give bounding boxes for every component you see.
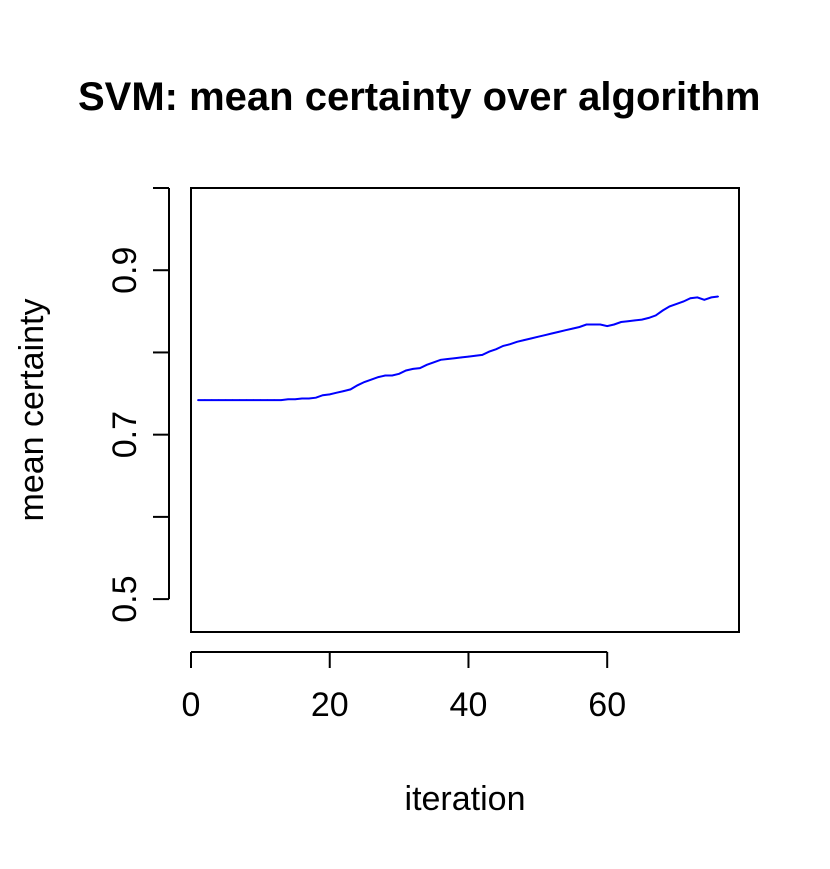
series-point: [488, 350, 491, 353]
series-point: [280, 399, 283, 401]
series-point: [412, 368, 414, 370]
series-point: [419, 367, 421, 369]
series-point: [252, 399, 255, 401]
series-point: [571, 327, 574, 330]
series-point: [682, 300, 685, 303]
series-point: [599, 323, 602, 326]
y-tick-label: 0.9: [106, 247, 144, 294]
chart-title: SVM: mean certainty over algorithm: [78, 75, 760, 119]
series-point: [398, 373, 400, 375]
series-point: [349, 388, 352, 391]
series-point: [481, 354, 484, 356]
series-point: [710, 296, 713, 299]
x-axis-label: iteration: [405, 780, 526, 818]
series-point: [322, 394, 324, 397]
y-tick-label: 0.5: [106, 575, 144, 622]
series-point: [439, 359, 442, 361]
series-point: [391, 374, 394, 377]
series-point: [627, 320, 629, 323]
series-point: [717, 295, 719, 298]
x-tick-label: 20: [311, 686, 349, 724]
x-tick-label: 60: [588, 686, 626, 724]
series-point: [204, 399, 206, 401]
series-point: [620, 321, 622, 323]
series-point: [453, 357, 456, 360]
series-point: [433, 361, 435, 364]
series-point: [544, 334, 546, 337]
series-point: [655, 314, 657, 317]
series-point: [550, 332, 553, 335]
series-point: [217, 399, 220, 401]
series-point: [537, 336, 539, 338]
series-point: [308, 397, 310, 400]
series-point: [474, 354, 477, 357]
series-point: [426, 364, 428, 366]
series-point: [502, 345, 505, 347]
series-point: [356, 384, 359, 387]
series-point: [224, 399, 227, 401]
series-point: [273, 399, 276, 401]
series-point: [460, 356, 463, 359]
series-point: [634, 319, 636, 322]
series-point: [696, 296, 699, 299]
series-point: [530, 337, 532, 340]
series-point: [266, 399, 269, 401]
series-point: [689, 297, 692, 300]
y-axis: 0.5 0.7 0.9: [106, 187, 170, 623]
series-point: [245, 399, 248, 401]
series-point: [648, 317, 650, 319]
series-line: [197, 295, 719, 402]
series-point: [675, 303, 678, 305]
x-axis: 0 20 40 60: [182, 651, 626, 724]
series-point: [509, 343, 511, 346]
series-point: [231, 399, 234, 401]
series-point: [405, 369, 407, 372]
series-point: [467, 355, 470, 358]
y-tick-label: 0.7: [106, 411, 144, 458]
series-point: [585, 323, 588, 326]
series-point: [259, 399, 262, 401]
series-point: [287, 398, 289, 401]
series-point: [335, 391, 338, 394]
series-point: [342, 390, 345, 392]
series-point: [557, 331, 560, 333]
series-point: [606, 325, 608, 327]
series-point: [613, 323, 615, 326]
series-point: [363, 381, 366, 383]
series-point: [661, 309, 664, 312]
series-point: [377, 376, 380, 378]
series-point: [495, 348, 498, 351]
series-point: [315, 396, 317, 399]
series-point: [238, 399, 241, 401]
series-point: [523, 339, 525, 341]
series-points: [197, 295, 719, 401]
series-point: [384, 374, 387, 377]
series-point: [197, 399, 199, 401]
y-axis-label: mean certainty: [13, 299, 51, 522]
x-tick-label: 0: [182, 686, 201, 724]
plot-frame: [190, 187, 740, 633]
series-point: [301, 397, 303, 400]
x-tick-label: 40: [450, 686, 488, 724]
series-point: [641, 318, 643, 321]
series-point: [328, 393, 331, 396]
series-point: [516, 341, 518, 343]
series-point: [668, 305, 671, 308]
series-point: [446, 358, 449, 360]
series-point: [294, 398, 296, 401]
series-point: [211, 399, 213, 401]
series-point: [578, 326, 581, 328]
series-point: [370, 378, 373, 381]
series-point: [564, 329, 567, 332]
series-point: [592, 323, 595, 326]
series-point: [703, 299, 706, 301]
